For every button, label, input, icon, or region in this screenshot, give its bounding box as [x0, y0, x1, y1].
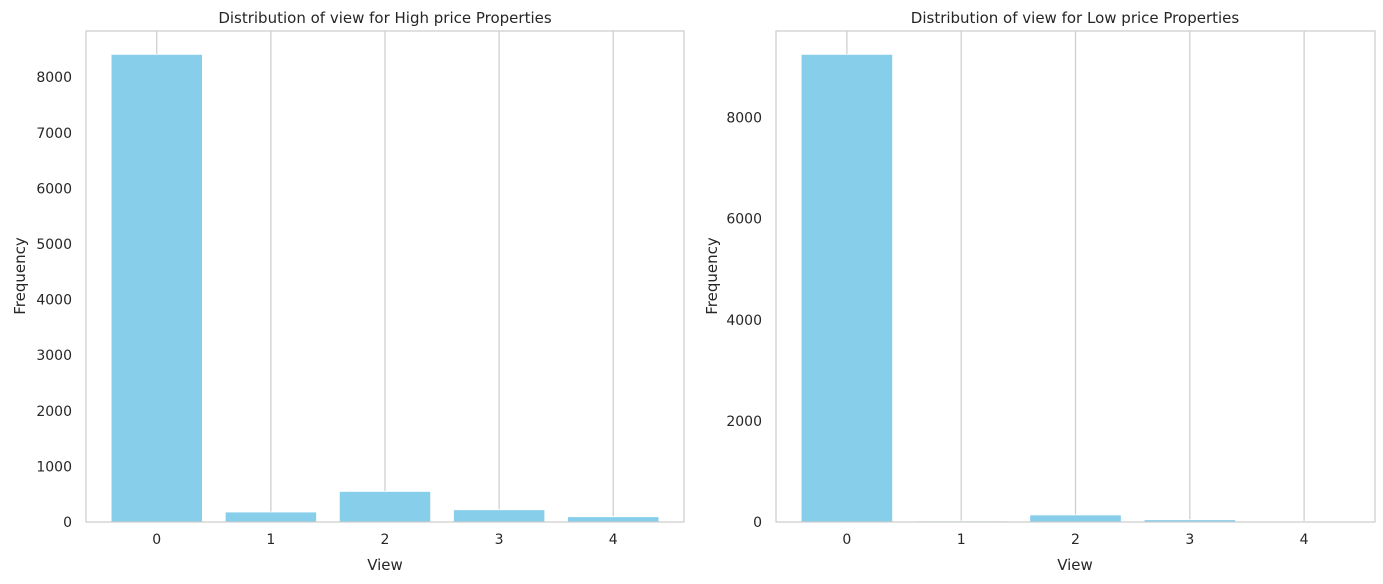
x-tick-label: 3 — [1185, 532, 1194, 548]
y-tick-label: 8000 — [36, 70, 72, 86]
x-axis-label: View — [1057, 556, 1093, 574]
y-tick-label: 4000 — [36, 293, 72, 309]
y-axis-label: Frequency — [703, 237, 721, 315]
plot-grid — [846, 31, 1305, 522]
y-tick-label: 1000 — [36, 459, 72, 475]
y-tick-labels: 0 1000 2000 3000 4000 5000 6000 7000 8000 — [36, 70, 72, 531]
y-tick-label: 0 — [63, 515, 72, 531]
plot-bars — [110, 53, 660, 523]
bar-view-3 — [453, 509, 546, 523]
chart-title: Distribution of view for High price Prop… — [218, 9, 552, 27]
x-tick-label: 1 — [957, 532, 966, 548]
y-tick-labels: 0 2000 4000 6000 8000 — [726, 111, 762, 531]
x-axis-label: View — [367, 556, 403, 574]
x-tick-label: 1 — [266, 532, 275, 548]
x-tick-label: 4 — [609, 532, 618, 548]
y-tick-label: 2000 — [36, 404, 72, 420]
bar-view-2 — [338, 491, 432, 523]
bar-view-2 — [1029, 514, 1122, 523]
bar-view-1 — [224, 511, 317, 523]
y-tick-label: 4000 — [726, 313, 762, 329]
y-tick-label: 7000 — [36, 126, 72, 142]
bar-view-0 — [800, 53, 893, 523]
y-tick-label: 6000 — [726, 212, 762, 228]
chart-title: Distribution of view for Low price Prope… — [911, 9, 1240, 27]
plot-bars — [800, 53, 1351, 523]
plot-frame — [85, 30, 685, 523]
x-tick-labels: 0 1 2 3 4 — [842, 532, 1308, 548]
y-tick-label: 8000 — [726, 111, 762, 127]
chart-low-price: Distribution of view for Low price Prope… — [703, 9, 1376, 574]
y-tick-label: 2000 — [726, 414, 762, 430]
x-tick-label: 2 — [1071, 532, 1080, 548]
y-axis-label: Frequency — [11, 237, 29, 315]
x-tick-label: 0 — [152, 532, 161, 548]
y-tick-label: 0 — [753, 515, 762, 531]
plot-frame — [775, 30, 1376, 523]
x-tick-label: 2 — [381, 532, 390, 548]
y-tick-label: 6000 — [36, 181, 72, 197]
x-tick-label: 3 — [495, 532, 504, 548]
y-tick-label: 3000 — [36, 348, 72, 364]
x-tick-label: 4 — [1300, 532, 1309, 548]
x-tick-labels: 0 1 2 3 4 — [152, 532, 617, 548]
y-tick-label: 5000 — [36, 237, 72, 253]
plot-grid — [156, 31, 614, 522]
chart-high-price: Distribution of view for High price Prop… — [11, 9, 685, 574]
bar-view-4 — [567, 516, 660, 523]
x-tick-label: 0 — [842, 532, 851, 548]
bar-view-0 — [110, 53, 203, 523]
